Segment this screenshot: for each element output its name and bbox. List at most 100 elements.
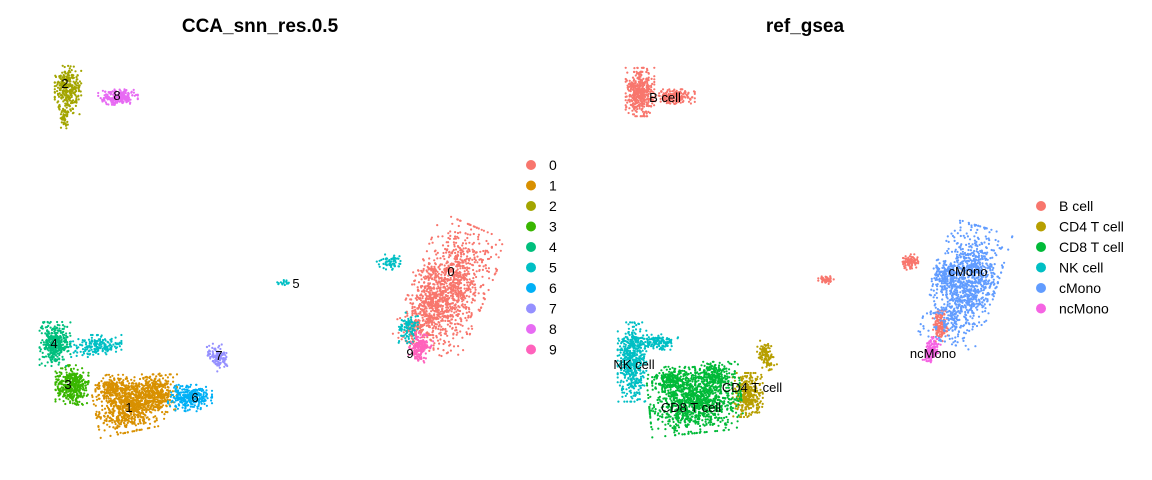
data-point [176, 391, 179, 394]
data-point [62, 358, 65, 361]
data-point [453, 245, 456, 248]
data-point [111, 374, 114, 377]
data-point [81, 396, 84, 399]
panel-title: ref_gsea [766, 16, 845, 37]
data-point [449, 307, 452, 310]
data-point [419, 323, 422, 326]
data-point [461, 300, 464, 303]
data-point [123, 384, 126, 387]
data-point [469, 262, 472, 265]
data-point [449, 349, 452, 352]
data-point [153, 420, 156, 423]
data-point [108, 348, 111, 351]
data-point [452, 345, 456, 348]
data-point [181, 396, 184, 399]
legend-key-4 [526, 242, 536, 252]
data-point [67, 364, 70, 367]
data-point [59, 126, 63, 129]
data-point [182, 394, 185, 397]
data-point [448, 320, 451, 323]
data-point [467, 281, 470, 284]
data-point [111, 382, 114, 385]
data-point [451, 315, 455, 318]
data-point [452, 241, 455, 244]
data-point [443, 297, 446, 300]
data-point [433, 276, 436, 279]
data-point [384, 253, 387, 256]
data-point [65, 115, 68, 118]
data-point [437, 321, 440, 324]
data-point [134, 416, 137, 419]
data-point [111, 380, 114, 383]
data-point [122, 400, 125, 403]
data-point [121, 373, 125, 376]
data-point [130, 90, 133, 93]
data-point [444, 319, 447, 322]
data-point [116, 419, 119, 422]
data-point [125, 96, 128, 99]
data-point [75, 78, 78, 81]
data-point [124, 90, 127, 93]
data-point [70, 69, 73, 72]
legend-label-0: 0 [549, 157, 557, 173]
data-point [457, 296, 460, 299]
data-point [390, 258, 393, 261]
data-point [467, 270, 470, 273]
data-point [69, 342, 72, 345]
data-point [457, 264, 461, 267]
data-point [49, 326, 52, 329]
data-point [423, 303, 426, 307]
data-point [441, 304, 444, 308]
data-point [447, 340, 450, 343]
data-point [64, 368, 67, 371]
data-point [55, 372, 58, 375]
data-point [120, 396, 124, 399]
data-point [437, 347, 440, 350]
data-point [137, 416, 140, 419]
data-point [60, 346, 63, 349]
data-point [155, 375, 158, 378]
data-point [407, 317, 410, 320]
data-point [102, 97, 105, 100]
data-point [115, 431, 119, 434]
data-point [184, 410, 187, 413]
data-point [437, 272, 440, 275]
data-point [216, 370, 219, 373]
data-point [451, 327, 454, 330]
data-point [97, 397, 100, 400]
data-point [459, 267, 462, 270]
data-point [487, 242, 490, 245]
data-point [46, 320, 49, 324]
data-point [394, 261, 397, 264]
legend-label-5: 5 [549, 260, 557, 276]
data-point [417, 289, 420, 292]
data-point [423, 312, 426, 315]
data-point [94, 384, 97, 387]
data-point [198, 389, 201, 392]
data-point [282, 279, 285, 282]
data-point [399, 262, 402, 265]
cluster-label-6: 6 [191, 390, 198, 405]
data-point [398, 255, 401, 258]
data-point [426, 270, 429, 273]
data-point [461, 336, 464, 339]
data-point [490, 245, 493, 248]
data-point [432, 340, 435, 343]
data-point [484, 264, 487, 267]
data-point [481, 275, 484, 278]
data-point [129, 98, 132, 101]
data-point [107, 373, 111, 376]
data-point [65, 106, 68, 109]
data-point [413, 283, 416, 286]
data-point [472, 225, 475, 228]
data-point [457, 274, 461, 277]
data-point [428, 242, 431, 245]
data-point [469, 283, 472, 286]
data-point [160, 374, 163, 377]
data-point [86, 353, 90, 356]
data-point [218, 366, 221, 369]
data-point [420, 351, 423, 354]
legend-key-6 [526, 283, 536, 293]
cluster-label-3: 3 [64, 377, 71, 392]
data-point [464, 289, 468, 292]
